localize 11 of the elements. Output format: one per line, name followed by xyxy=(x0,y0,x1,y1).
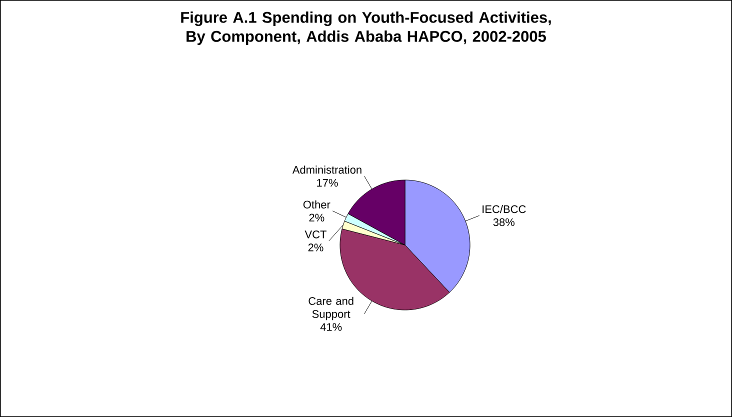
slice-label: Administration xyxy=(292,166,362,174)
slice-label: IEC/BCC xyxy=(482,205,526,214)
slice-label: VCT xyxy=(304,230,326,238)
slice-label: Care and Support xyxy=(308,296,354,320)
chart-title: Figure A.1 Spending on Youth-Focused Activities, By Component, Addis Ababa HAPCO, 2002-2005 xyxy=(181,12,551,45)
data-label: 38% xyxy=(493,218,515,226)
data-label: 17% xyxy=(317,178,338,187)
data-label: 2% xyxy=(308,244,324,252)
slice-label: Other xyxy=(303,200,330,208)
data-label: 2% xyxy=(309,214,324,222)
data-label: 41% xyxy=(320,323,342,331)
